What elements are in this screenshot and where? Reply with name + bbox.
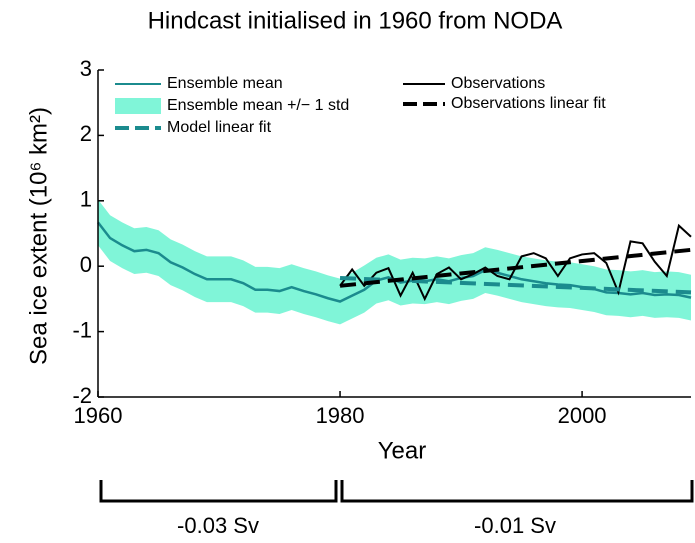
y-tick-label: -1 xyxy=(72,317,92,342)
bracket xyxy=(340,480,694,503)
y-tick-label: 1 xyxy=(80,187,92,212)
y-tick-label: 0 xyxy=(80,252,92,277)
legend-label: Observations xyxy=(451,75,545,92)
y-tick-label: 2 xyxy=(80,121,92,146)
bracket xyxy=(99,480,338,503)
x-tick-label: 1980 xyxy=(316,403,365,428)
x-tick-label: 1960 xyxy=(74,403,123,428)
y-tick-label: 3 xyxy=(80,56,92,81)
annotation: -0.03 Sv xyxy=(177,513,259,538)
legend-label: Ensemble mean xyxy=(167,75,283,92)
annotation: -0.01 Sv xyxy=(474,513,556,538)
y-tick-label: -2 xyxy=(72,383,92,408)
x-tick-label: 2000 xyxy=(558,403,607,428)
y-axis-label: Sea ice extent (10⁶ km²) xyxy=(25,107,52,365)
x-axis-label: Year xyxy=(378,437,427,464)
fit-line xyxy=(339,247,692,288)
legend-label: Ensemble mean +/− 1 std xyxy=(167,97,349,114)
legend-swatch xyxy=(115,98,161,114)
period-brackets xyxy=(99,480,694,503)
legend-label: Observations linear fit xyxy=(451,95,606,112)
std-band xyxy=(98,199,691,325)
plot-area xyxy=(97,199,692,325)
legend-label: Model linear fit xyxy=(167,119,272,136)
chart-title: Hindcast initialised in 1960 from NODA xyxy=(148,7,563,34)
